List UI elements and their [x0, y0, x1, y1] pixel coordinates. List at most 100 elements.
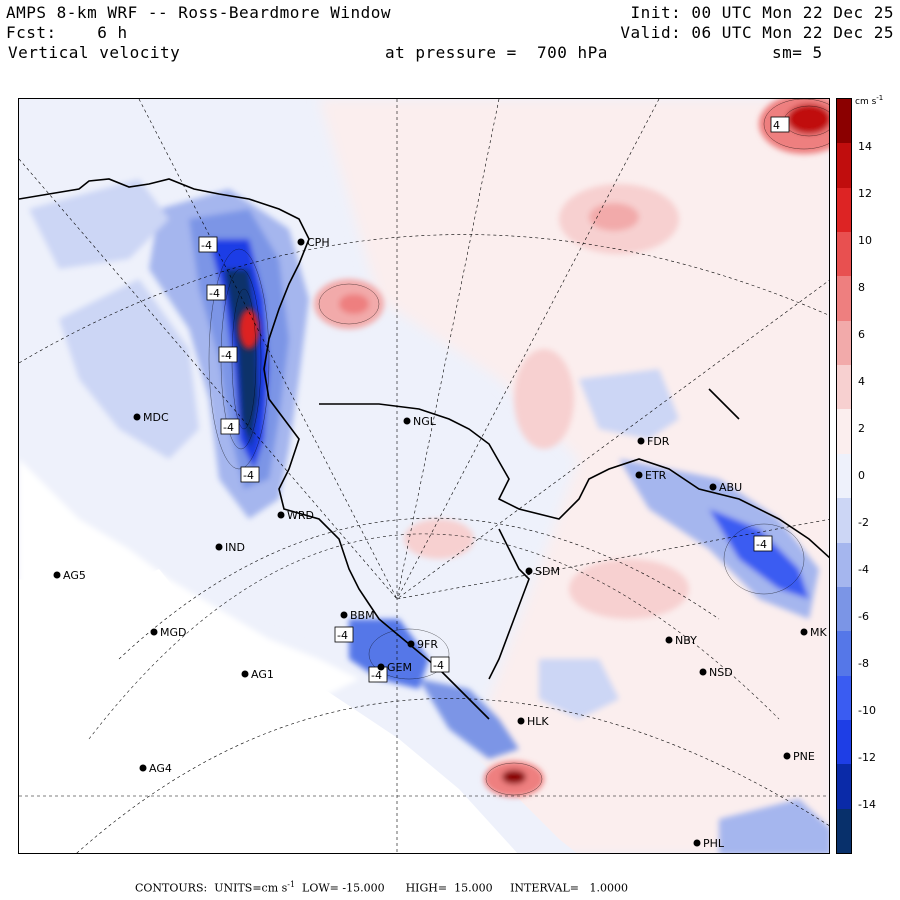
svg-text:-4: -4: [209, 287, 220, 300]
colorbar-tick-label: 14: [858, 140, 872, 153]
station-label: ETR: [645, 469, 667, 482]
station-dot: [800, 628, 808, 636]
station-label: WRD: [287, 509, 314, 522]
svg-text:-4: -4: [221, 349, 232, 362]
colorbar-segment: [837, 187, 851, 233]
colorbar-unit: cm s-1: [855, 94, 884, 107]
station-label: NBY: [675, 634, 697, 647]
map-title: AMPS 8-km WRF -- Ross-Beardmore Window: [6, 3, 392, 22]
white-area: [19, 569, 518, 853]
colorbar-tick-label: 4: [858, 375, 865, 388]
colorbar-segment: [837, 808, 851, 853]
contour-label: -4: [206, 284, 226, 301]
pressure-level: at pressure = 700 hPa: [385, 43, 608, 62]
map-panel: -4 -4 -4 -4 -4 -4 -4 -4 -4 4 CPH MDC NGL FDR ETR ABU WR…: [18, 98, 830, 854]
station-pne: PNE: [783, 750, 815, 763]
station-mdc: MDC: [133, 411, 169, 424]
station-label: HLK: [527, 715, 549, 728]
valid-time: Valid: 06 UTC Mon 22 Dec 25: [620, 23, 894, 42]
station-phl: PHL: [693, 837, 725, 850]
contour-label: -4: [218, 346, 238, 363]
station-label: ABU: [719, 481, 742, 494]
station-dot: [150, 628, 158, 636]
contour-label: -4: [334, 626, 354, 643]
colorbar-segment: [837, 231, 851, 277]
colorbar-tick-label: 10: [858, 234, 872, 247]
colorbar-tick-label: -12: [858, 751, 876, 764]
colorbar-tick-label: -4: [858, 563, 869, 576]
station-label: IND: [225, 541, 245, 554]
station-ag1: AG1: [241, 668, 274, 681]
station-dot: [665, 636, 673, 644]
colorbar-segment: [837, 497, 851, 543]
negative-bands: [29, 179, 829, 853]
station-cph: CPH: [297, 236, 330, 249]
station-dot: [635, 471, 643, 479]
contour-label-layer: -4 -4 -4 -4 -4 -4 -4 -4 -4 4: [198, 116, 790, 683]
station-bbm: BBM: [340, 609, 375, 622]
colorbar-segment: [837, 542, 851, 587]
colorbar-tick-label: 12: [858, 187, 872, 200]
svg-text:-4: -4: [201, 239, 212, 252]
station-dot: [297, 238, 305, 246]
init-time: Init: 00 UTC Mon 22 Dec 25: [630, 3, 894, 22]
station-etr: ETR: [635, 469, 667, 482]
station-dot: [525, 567, 533, 575]
station-label: 9FR: [417, 638, 438, 651]
station-ag5: AG5: [53, 569, 86, 582]
station-nsd: NSD: [699, 666, 733, 679]
station-dot: [699, 668, 707, 676]
station-dot: [783, 752, 791, 760]
svg-text:-4: -4: [223, 421, 234, 434]
lat-lon-grid: [19, 99, 829, 853]
colorbar-segment: [837, 453, 851, 499]
station-mk: MK: [800, 626, 827, 639]
station-label: NGL: [413, 415, 437, 428]
station-dot: [277, 511, 285, 519]
vertical-velocity-map: -4 -4 -4 -4 -4 -4 -4 -4 -4 4 CPH MDC NGL FDR ETR ABU WR…: [19, 99, 829, 853]
colorbar-segment: [837, 763, 851, 809]
colorbar-segment: [837, 408, 851, 454]
colorbar-segment: [837, 364, 851, 410]
station-dot: [139, 764, 147, 772]
positive-bands: [239, 99, 829, 797]
station-mgd: MGD: [150, 626, 187, 639]
colorbar-segment: [837, 719, 851, 765]
colorbar-segment: [837, 320, 851, 366]
colorbar-segment: [837, 142, 851, 188]
station-layer: CPH MDC NGL FDR ETR ABU WRD IND AG5 SDM BBM MGD 9FR G…: [53, 236, 827, 850]
station-label: AG4: [149, 762, 172, 775]
station-hlk: HLK: [517, 715, 549, 728]
station-dot: [377, 663, 385, 671]
station-wrd: WRD: [277, 509, 314, 522]
contour-label: -4: [368, 666, 388, 683]
coastline: [19, 178, 829, 720]
svg-text:4: 4: [773, 119, 780, 132]
station-abu: ABU: [709, 481, 742, 494]
contour-label: -4: [430, 656, 450, 673]
station-nby: NBY: [665, 634, 697, 647]
station-dot: [637, 437, 645, 445]
station-label: FDR: [647, 435, 670, 448]
positive-region: [319, 99, 829, 853]
svg-text:-4: -4: [371, 669, 382, 682]
station-label: MDC: [143, 411, 169, 424]
svg-text:-4: -4: [337, 629, 348, 642]
station-label: SDM: [535, 565, 560, 578]
station-gem: GEM: [377, 661, 412, 674]
contour-info: CONTOURS: UNITS=cm s-1 LOW= -15.000 HIGH…: [135, 880, 628, 895]
station-dot: [53, 571, 61, 579]
contour-label: -4: [753, 535, 773, 552]
svg-text:-4: -4: [243, 469, 254, 482]
colorbar-segment: [837, 675, 851, 720]
svg-text:-4: -4: [433, 659, 444, 672]
colorbar-segment: [837, 275, 851, 321]
colorbar-segment: [837, 98, 851, 144]
station-dot: [517, 717, 525, 725]
colorbar-tick-label: 6: [858, 328, 865, 341]
colorbar-tick-label: 8: [858, 281, 865, 294]
station-dot: [709, 483, 717, 491]
station-label: PNE: [793, 750, 815, 763]
station-dot: [215, 543, 223, 551]
colorbar-tick-label: -10: [858, 704, 876, 717]
